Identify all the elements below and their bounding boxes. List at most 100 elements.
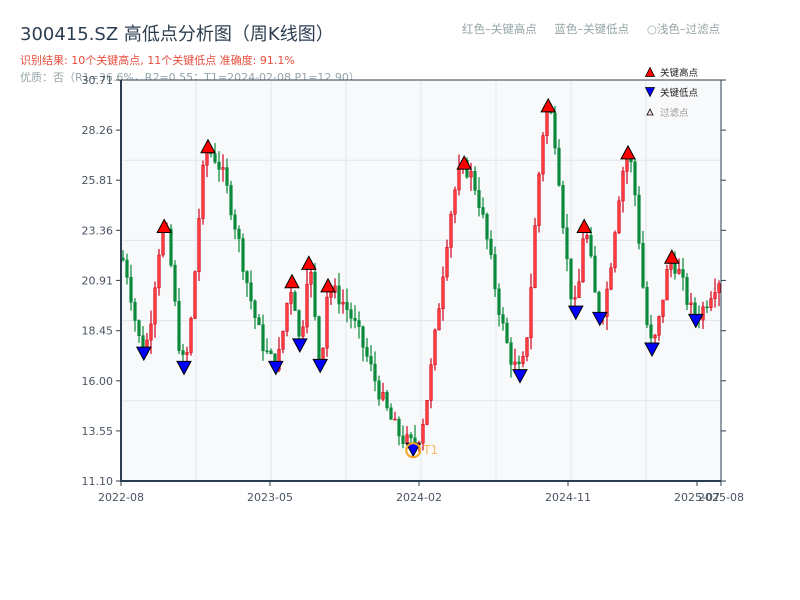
candle-body — [241, 238, 245, 272]
key-low-marker-icon — [512, 369, 528, 384]
candle-body — [357, 320, 361, 327]
candle-body — [533, 225, 537, 288]
candle-body — [521, 355, 525, 365]
candlesticks — [121, 103, 721, 452]
candle-body — [689, 302, 693, 305]
candle-body — [569, 258, 573, 300]
candle-body — [229, 185, 233, 216]
candle-body — [381, 392, 385, 400]
candle-body — [221, 167, 225, 170]
key-low-marker-icon — [291, 338, 308, 353]
candle-body — [649, 324, 653, 339]
candle-body — [449, 213, 453, 248]
candle-body — [457, 167, 461, 191]
candle-body — [265, 350, 269, 353]
candle-body — [161, 229, 165, 256]
x-tick-label: 2022-08 — [98, 491, 144, 504]
candle-body — [645, 286, 649, 326]
candle-body — [157, 254, 161, 289]
candle-body — [497, 288, 501, 315]
candle-body — [213, 153, 217, 163]
candle-body — [405, 434, 409, 445]
key-low-marker-icon — [135, 346, 152, 362]
candle-body — [553, 112, 557, 149]
key-low-marker-icon — [312, 358, 329, 374]
candle-body — [541, 135, 545, 175]
candle-body — [505, 322, 509, 343]
candle-body — [637, 194, 641, 244]
top-legend-red: 红色–关键高点 — [462, 22, 537, 36]
candle-body — [237, 228, 241, 239]
candle-body — [401, 435, 405, 445]
key-high-marker-icon — [156, 218, 173, 234]
candle-body — [661, 299, 665, 317]
key-low-marker-icon — [687, 313, 704, 329]
candle-body — [269, 350, 273, 355]
candle-body — [189, 318, 193, 353]
candle-body — [185, 352, 189, 355]
candle-body — [701, 306, 705, 321]
candle-body — [517, 361, 521, 365]
candle-body — [705, 306, 709, 309]
key-high-marker-icon — [620, 144, 636, 160]
candle-body — [713, 292, 717, 299]
legend-label: 过滤点 — [660, 107, 689, 119]
candle-body — [477, 190, 481, 208]
candle-body — [493, 254, 497, 290]
key-high-marker-icon — [284, 273, 300, 289]
legend-filtered-icon — [646, 108, 654, 116]
key-high-marker-icon — [200, 138, 216, 154]
key-high-marker-icon — [540, 97, 557, 113]
y-tick-label: 30.71 — [82, 74, 114, 87]
top-legend-blue: 蓝色–关键低点 — [554, 22, 630, 36]
candle-body — [613, 232, 617, 269]
candle-body — [217, 161, 221, 170]
axes: 11.10 13.55 16.00 18.45 20.91 23.36 25.81 28.26… — [82, 74, 744, 504]
key-high-marker-icon — [663, 249, 680, 264]
key-high-marker-icon — [576, 218, 593, 234]
candle-body — [441, 276, 445, 310]
candle-body — [309, 271, 313, 285]
candle-body — [545, 110, 549, 136]
candle-body — [285, 303, 289, 332]
candle-body — [685, 277, 689, 305]
candle-body — [305, 283, 309, 328]
candle-body — [557, 147, 561, 186]
candle-body — [605, 288, 609, 317]
candle-body — [321, 347, 325, 361]
candle-body — [301, 326, 305, 337]
candle-body — [409, 434, 413, 439]
candle-body — [717, 283, 721, 293]
candle-body — [313, 271, 317, 317]
candle-body — [349, 309, 353, 319]
candle-body — [317, 316, 321, 361]
candle-body — [125, 259, 129, 278]
candle-body — [177, 300, 181, 351]
key-low-marker-icon — [567, 305, 584, 321]
result-summary: 识别结果: 10个关键高点, 11个关键低点 准确度: 91.1% — [20, 54, 295, 67]
candle-body — [529, 287, 533, 339]
candle-body — [589, 235, 593, 257]
candle-body — [261, 324, 265, 352]
candle-body — [385, 392, 389, 409]
candle-body — [293, 292, 297, 311]
candle-body — [657, 316, 661, 336]
candle-body — [369, 356, 373, 365]
candle-body — [149, 323, 153, 341]
legend-low-icon — [644, 87, 656, 98]
x-tick-label: 2025-08 — [698, 491, 744, 504]
candle-body — [201, 164, 205, 219]
candle-body — [577, 281, 581, 298]
candle-body — [345, 301, 349, 310]
pivot-markers: T1 — [135, 97, 704, 459]
candle-body — [437, 308, 441, 331]
candle-body — [501, 314, 505, 324]
candle-body — [585, 235, 589, 240]
y-tick-label: 18.45 — [82, 325, 114, 338]
candle-body — [277, 348, 281, 371]
candle-body — [169, 228, 173, 266]
x-tick-label: 2024-11 — [545, 491, 591, 504]
candle-body — [225, 167, 229, 186]
legend-label: 关键高点 — [660, 67, 699, 79]
